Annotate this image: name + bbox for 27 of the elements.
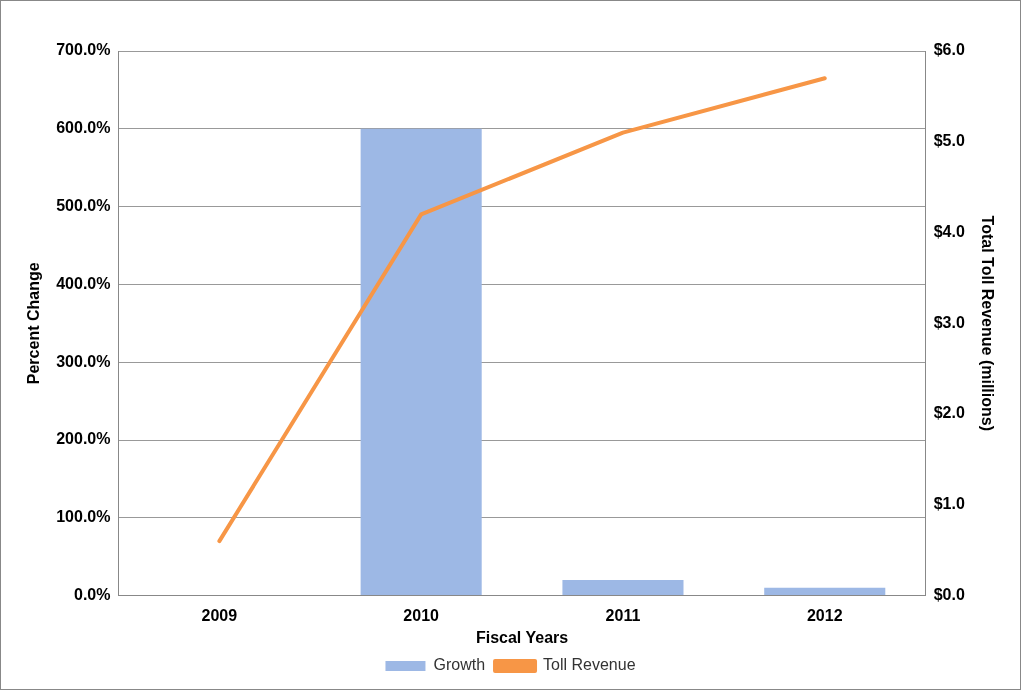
bar <box>764 587 886 596</box>
bar <box>360 128 482 596</box>
y2-axis-title: Total Toll Revenue (millions) <box>978 215 996 432</box>
y2-tick-label: $6.0 <box>933 41 965 59</box>
y2-tick-label: $1.0 <box>933 495 965 513</box>
y-tick-label: 0.0% <box>74 586 111 604</box>
y2-tick-label: $5.0 <box>933 132 965 150</box>
x-tick-label: 2011 <box>605 606 641 624</box>
y-tick-label: 200.0% <box>56 430 111 448</box>
y-tick-label: 100.0% <box>56 508 111 526</box>
y2-tick-label: $0.0 <box>933 586 965 604</box>
legend-label: Toll Revenue <box>543 656 636 674</box>
x-tick-label: 2009 <box>201 606 238 624</box>
y2-tick-label: $2.0 <box>933 404 965 422</box>
y2-tick-label: $3.0 <box>933 313 965 331</box>
x-axis-title: Fiscal Years <box>475 628 569 646</box>
bar <box>562 580 684 596</box>
x-tick-label: 2012 <box>806 606 843 624</box>
y-tick-label: 500.0% <box>56 197 111 215</box>
y-tick-label: 700.0% <box>56 41 111 59</box>
y2-tick-label: $4.0 <box>933 222 965 240</box>
y-axis-title: Percent Change <box>25 262 43 385</box>
y-tick-label: 400.0% <box>56 274 111 292</box>
legend-label: Growth <box>433 656 486 674</box>
y-tick-label: 300.0% <box>56 352 111 370</box>
y-tick-label: 600.0% <box>56 119 111 137</box>
x-tick-label: 2010 <box>403 606 440 624</box>
